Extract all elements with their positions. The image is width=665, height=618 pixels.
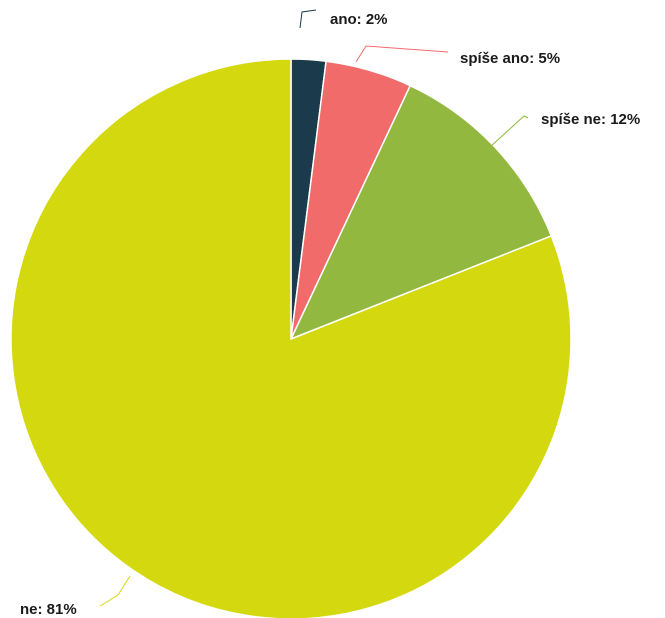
leader-line-0: [299, 9, 317, 29]
leader-line-2: [477, 115, 529, 159]
slice-label-ano: ano: 2%: [330, 11, 388, 28]
slice-labels: ano: 2% spíše ano: 5% spíše ne: 12% ne: …: [20, 11, 640, 618]
pie-slice-3: [10, 58, 572, 618]
leader-line-1: [355, 45, 449, 63]
slice-label-ne: ne: 81%: [20, 601, 77, 618]
leader-lines: [99, 9, 529, 607]
leader-line-3: [99, 575, 131, 607]
slice-label-spise-ne: spíše ne: 12%: [541, 111, 640, 128]
pie-slice-2: [289, 84, 553, 341]
pie-slices: [10, 58, 572, 618]
slice-label-spise-ano: spíše ano: 5%: [460, 50, 560, 67]
